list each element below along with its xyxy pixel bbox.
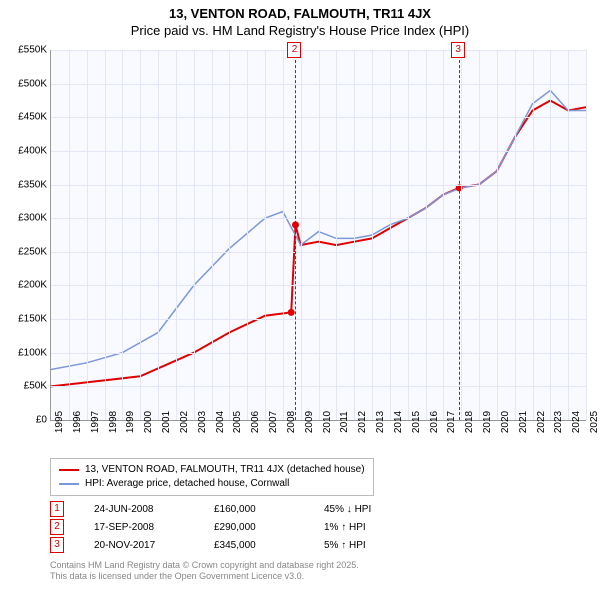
x-axis-label: 2007 <box>268 411 279 433</box>
legend-swatch <box>59 483 79 485</box>
chart-marker-label: 3 <box>451 42 465 58</box>
x-axis-label: 2008 <box>286 411 297 433</box>
sale-price: £290,000 <box>214 522 324 533</box>
x-axis-label: 2018 <box>464 411 475 433</box>
title-subtitle: Price paid vs. HM Land Registry's House … <box>0 23 600 38</box>
x-axis-label: 2021 <box>518 411 529 433</box>
x-axis-label: 2002 <box>179 411 190 433</box>
chart-container: 13, VENTON ROAD, FALMOUTH, TR11 4JX Pric… <box>0 0 600 590</box>
x-axis-label: 2023 <box>553 411 564 433</box>
y-axis-label: £500K <box>2 78 47 89</box>
sale-date: 20-NOV-2017 <box>94 540 214 551</box>
footer-line2: This data is licensed under the Open Gov… <box>50 571 359 582</box>
x-axis-label: 2003 <box>197 411 208 433</box>
sale-price: £345,000 <box>214 540 324 551</box>
legend: 13, VENTON ROAD, FALMOUTH, TR11 4JX (det… <box>50 458 374 496</box>
sale-date: 17-SEP-2008 <box>94 522 214 533</box>
y-axis-label: £550K <box>2 45 47 56</box>
sales-row: 2 17-SEP-2008 £290,000 1% ↑ HPI <box>50 518 424 536</box>
x-axis-label: 2001 <box>161 411 172 433</box>
sale-delta: 1% ↑ HPI <box>324 522 424 533</box>
x-axis-label: 2009 <box>304 411 315 433</box>
x-axis-label: 1998 <box>108 411 119 433</box>
sales-row: 1 24-JUN-2008 £160,000 45% ↓ HPI <box>50 500 424 518</box>
x-axis-label: 2020 <box>500 411 511 433</box>
sale-marker-box: 3 <box>50 537 64 553</box>
sale-delta: 5% ↑ HPI <box>324 540 424 551</box>
x-axis-label: 2015 <box>411 411 422 433</box>
sale-marker-box: 2 <box>50 519 64 535</box>
legend-label: HPI: Average price, detached house, Corn… <box>85 477 289 491</box>
sale-date: 24-JUN-2008 <box>94 504 214 515</box>
chart-marker-label: 2 <box>287 42 301 58</box>
chart-plot-area <box>50 50 586 421</box>
legend-item-hpi: HPI: Average price, detached house, Corn… <box>59 477 365 491</box>
legend-swatch <box>59 469 79 471</box>
x-axis-label: 2024 <box>571 411 582 433</box>
y-axis-label: £350K <box>2 179 47 190</box>
x-axis-label: 1999 <box>125 411 136 433</box>
y-axis-label: £200K <box>2 280 47 291</box>
title-address: 13, VENTON ROAD, FALMOUTH, TR11 4JX <box>0 6 600 21</box>
y-axis-label: £400K <box>2 145 47 156</box>
sale-marker-box: 1 <box>50 501 64 517</box>
legend-item-property: 13, VENTON ROAD, FALMOUTH, TR11 4JX (det… <box>59 463 365 477</box>
y-axis-label: £300K <box>2 213 47 224</box>
x-axis-label: 2010 <box>322 411 333 433</box>
x-axis-label: 1997 <box>90 411 101 433</box>
sales-row: 3 20-NOV-2017 £345,000 5% ↑ HPI <box>50 536 424 554</box>
sale-delta: 45% ↓ HPI <box>324 504 424 515</box>
x-axis-label: 2012 <box>357 411 368 433</box>
x-axis-label: 2004 <box>215 411 226 433</box>
y-axis-label: £450K <box>2 112 47 123</box>
x-axis-label: 2014 <box>393 411 404 433</box>
footer-line1: Contains HM Land Registry data © Crown c… <box>50 560 359 571</box>
y-axis-label: £250K <box>2 246 47 257</box>
x-axis-label: 2005 <box>232 411 243 433</box>
x-axis-label: 2013 <box>375 411 386 433</box>
x-axis-label: 2022 <box>536 411 547 433</box>
footer-attribution: Contains HM Land Registry data © Crown c… <box>50 560 359 582</box>
x-axis-label: 2011 <box>339 411 350 433</box>
x-axis-label: 2025 <box>589 411 600 433</box>
y-axis-label: £0 <box>2 415 47 426</box>
x-axis-label: 2006 <box>250 411 261 433</box>
y-axis-label: £50K <box>2 381 47 392</box>
title-block: 13, VENTON ROAD, FALMOUTH, TR11 4JX Pric… <box>0 0 600 38</box>
x-axis-label: 2019 <box>482 411 493 433</box>
sale-price: £160,000 <box>214 504 324 515</box>
x-axis-label: 1995 <box>54 411 65 433</box>
legend-label: 13, VENTON ROAD, FALMOUTH, TR11 4JX (det… <box>85 463 365 477</box>
x-axis-label: 2017 <box>446 411 457 433</box>
x-axis-label: 2000 <box>143 411 154 433</box>
y-axis-label: £150K <box>2 314 47 325</box>
x-axis-label: 1996 <box>72 411 83 433</box>
sales-table: 1 24-JUN-2008 £160,000 45% ↓ HPI 2 17-SE… <box>50 500 424 554</box>
y-axis-label: £100K <box>2 347 47 358</box>
x-axis-label: 2016 <box>429 411 440 433</box>
